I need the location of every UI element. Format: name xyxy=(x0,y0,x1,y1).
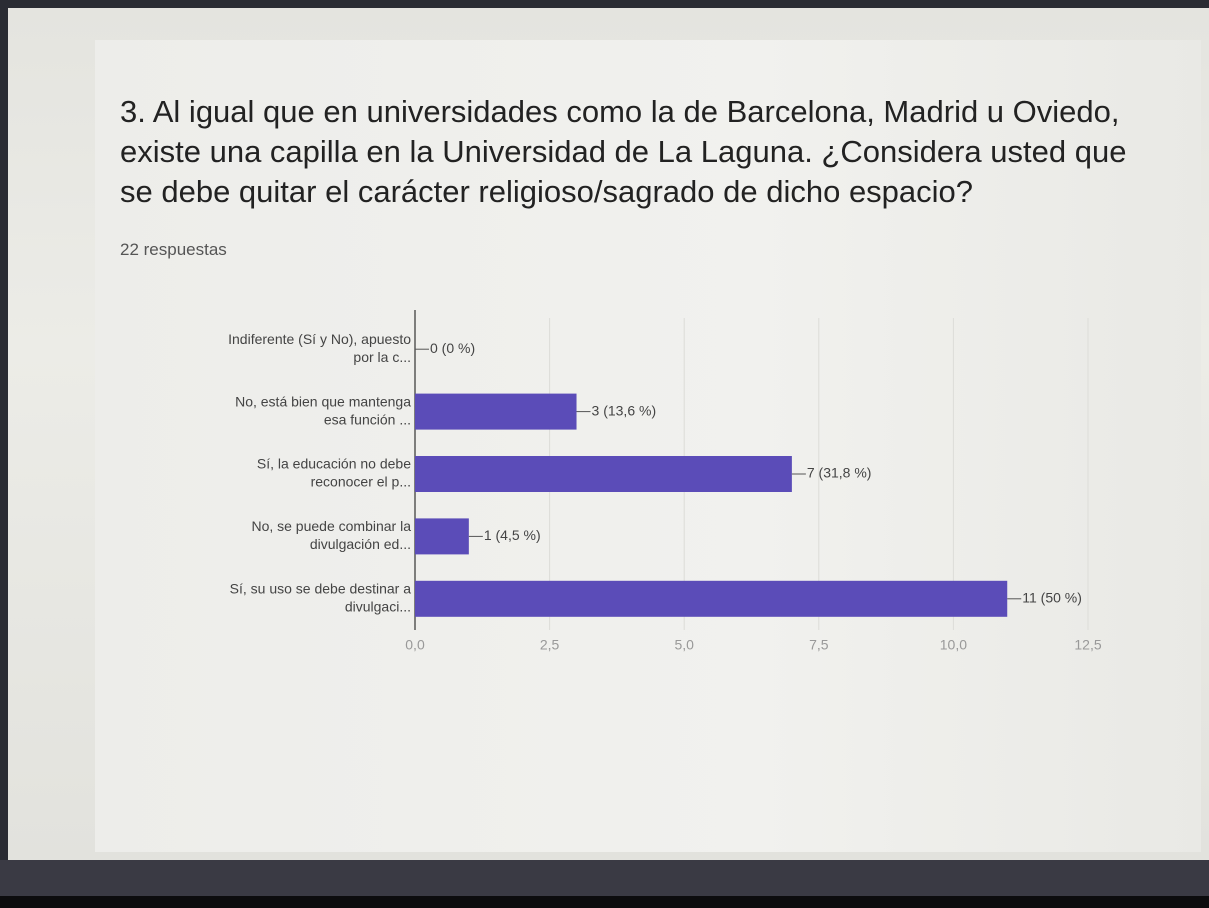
y-tick-label: Sí, su uso se debe destinar a xyxy=(230,581,412,597)
y-tick-label: reconocer el p... xyxy=(311,474,411,490)
x-tick-label: 10,0 xyxy=(940,637,967,653)
bezel xyxy=(0,896,1209,908)
x-tick-label: 0,0 xyxy=(405,637,425,653)
bar xyxy=(415,393,577,430)
y-tick-label: Indiferente (Sí y No), apuesto xyxy=(228,331,411,347)
data-label: 1 (4,5 %) xyxy=(484,527,541,543)
y-tick-label: esa función ... xyxy=(324,411,411,427)
x-tick-label: 7,5 xyxy=(809,637,829,653)
data-label: 7 (31,8 %) xyxy=(807,465,872,481)
taskbar xyxy=(0,860,1209,896)
data-label: 11 (50 %) xyxy=(1022,590,1082,606)
bar xyxy=(415,456,792,492)
y-tick-label: divulgaci... xyxy=(345,599,411,615)
x-tick-label: 2,5 xyxy=(540,637,560,653)
bar xyxy=(415,580,1008,617)
y-tick-label: divulgación ed... xyxy=(310,536,411,552)
data-label: 0 (0 %) xyxy=(430,340,475,356)
y-tick-label: por la c... xyxy=(353,349,411,365)
chart-subtitle: 22 respuestas xyxy=(120,240,227,259)
x-tick-label: 5,0 xyxy=(674,637,694,653)
bar xyxy=(415,518,469,555)
chart: 0,0 2,5 5,0 7,5 10,0 12,5 Indiferente (Sí y No… xyxy=(228,318,1102,653)
y-tick-label: No, se puede combinar la xyxy=(251,518,411,534)
data-label: 3 (13,6 %) xyxy=(592,402,657,418)
x-tick-label: 12,5 xyxy=(1074,637,1101,653)
y-tick-label: No, está bien que mantenga xyxy=(235,393,411,409)
chart-title: 3. Al igual que en universidades como la… xyxy=(120,94,1127,209)
y-tick-label: Sí, la educación no debe xyxy=(257,456,411,472)
card xyxy=(95,40,1201,852)
